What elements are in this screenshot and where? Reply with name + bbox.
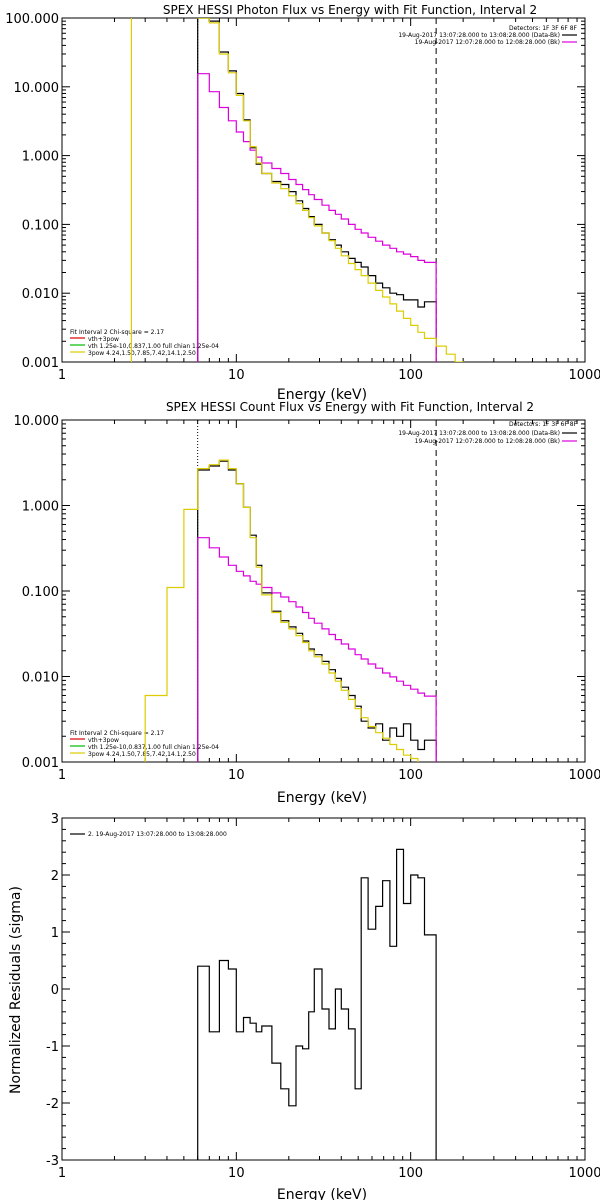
y-tick-label: 10.000 xyxy=(14,81,60,96)
y-tick-label: 0.100 xyxy=(22,585,59,600)
x-tick-label: 1000 xyxy=(568,1166,600,1181)
series-line-1 xyxy=(197,73,437,362)
x-tick-label: 1000 xyxy=(568,368,600,383)
legend-bottom-3: 3pow 4.24,1.50,7.85,7.42,14.1,2.50 xyxy=(88,751,196,758)
legend-top-1: 19-Aug-2017 13:07:28.000 to 13:08:28.000… xyxy=(398,430,560,437)
y-tick-label: -3 xyxy=(46,1154,59,1169)
plot-frame xyxy=(61,419,586,763)
series-line-0 xyxy=(197,460,437,762)
series-line-2 xyxy=(130,18,487,362)
photon-flux-panel: SPEX HESSI Photon Flux vs Energy with Fi… xyxy=(5,3,600,403)
y-tick-label: 0.010 xyxy=(22,287,59,302)
x-tick-label: 1 xyxy=(58,1166,66,1181)
legend-bottom-1: vth+3pow xyxy=(88,336,119,343)
x-tick-label: 100 xyxy=(398,368,423,383)
legend-entry-0: 2. 19-Aug-2017 13:07:28.000 to 13:08:28.… xyxy=(88,831,227,838)
chart-title: SPEX HESSI Count Flux vs Energy with Fit… xyxy=(166,400,534,414)
y-tick-label: -2 xyxy=(46,1097,59,1112)
legend-top-0: Detectors: 1F 3F 6F 8F xyxy=(509,421,578,428)
plot-area xyxy=(197,848,437,1160)
x-axis-label: Energy (keV) xyxy=(277,1187,367,1200)
legend-bottom-0: Fit Interval 2 Chi-square = 2.17 xyxy=(70,329,164,336)
x-axis-label: Energy (keV) xyxy=(277,387,367,403)
y-tick-label: 2 xyxy=(51,869,59,884)
legend-top-2: 19-Aug-2017 12:07:28.000 to 12:08:28.000… xyxy=(415,438,560,445)
legend-bottom-1: vth+3pow xyxy=(88,737,119,744)
count-flux-panel: SPEX HESSI Count Flux vs Energy with Fit… xyxy=(14,400,600,806)
legend-bottom-2: vth 1.25e-10,0.837,1.00 full chian 1.25e… xyxy=(88,343,219,350)
x-tick-label: 10 xyxy=(228,768,245,783)
y-tick-label: 1.000 xyxy=(22,150,59,165)
x-tick-label: 10 xyxy=(228,1166,245,1181)
x-tick-label: 100 xyxy=(398,768,423,783)
x-axis-label: Energy (keV) xyxy=(277,790,367,806)
legend-top-2: 19-Aug-2017 12:07:28.000 to 12:08:28.000… xyxy=(415,39,560,46)
y-tick-label: -1 xyxy=(46,1040,59,1055)
x-tick-label: 1 xyxy=(58,768,66,783)
y-tick-label: 10.000 xyxy=(14,414,60,429)
x-tick-label: 1 xyxy=(58,368,66,383)
y-tick-label: 0.010 xyxy=(22,671,59,686)
series-line-0 xyxy=(197,848,437,1160)
plot-frame xyxy=(61,17,586,363)
x-tick-label: 10 xyxy=(228,368,245,383)
y-tick-label: 0.100 xyxy=(22,218,59,233)
y-tick-label: 0.001 xyxy=(22,356,59,371)
legend-bottom-2: vth 1.25e-10,0.837,1.00 full chian 1.25e… xyxy=(88,744,219,751)
x-tick-label: 100 xyxy=(398,1166,423,1181)
plot-area xyxy=(144,420,437,762)
y-tick-label: 100.000 xyxy=(5,12,59,27)
plot-frame xyxy=(61,817,586,1161)
y-tick-label: 0 xyxy=(51,983,59,998)
legend-bottom-3: 3pow 4.24,1.50,7.85,7.42,14.1,2.50 xyxy=(88,350,196,357)
series-line-2 xyxy=(144,459,437,762)
chart-title: SPEX HESSI Photon Flux vs Energy with Fi… xyxy=(163,3,537,17)
y-tick-label: 0.001 xyxy=(22,756,59,771)
y-tick-label: 1.000 xyxy=(22,500,59,515)
legend-top-1: 19-Aug-2017 13:07:28.000 to 13:08:28.000… xyxy=(398,32,560,39)
x-tick-label: 1000 xyxy=(568,768,600,783)
y-tick-label: 3 xyxy=(51,812,59,827)
legend-top-0: Detectors: 1F 3F 6F 8F xyxy=(509,25,578,32)
plot-area xyxy=(130,18,487,362)
y-axis-label: Normalized Residuals (sigma) xyxy=(8,886,24,1094)
residuals-panel: Energy (keV) Normalized Residuals (sigma… xyxy=(8,812,600,1200)
series-line-0 xyxy=(197,18,437,362)
legend-bottom-0: Fit Interval 2 Chi-square = 2.17 xyxy=(70,730,164,737)
y-tick-label: 1 xyxy=(51,926,59,941)
series-line-1 xyxy=(197,537,437,762)
